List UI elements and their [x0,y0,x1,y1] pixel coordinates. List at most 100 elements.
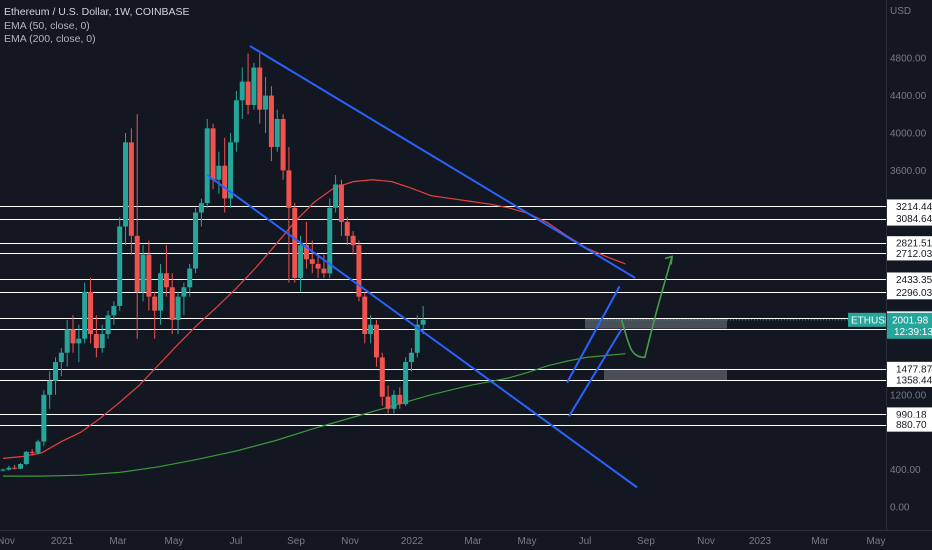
candle-body [356,245,362,297]
candle-body [204,128,210,204]
candle-body [408,352,414,363]
time-tick-14: Mar [811,536,829,547]
candle-body [344,221,350,236]
price-axis-unit: USD [890,6,911,17]
level-label-box [887,272,932,287]
candle-50 [292,203,298,283]
projection-arrow [620,256,673,359]
price-tick-1: 4400.00 [890,91,927,102]
level-label-text: 2712.03 [896,249,932,260]
candle-body [146,254,152,297]
candle-2 [12,464,18,470]
rising-channel-lower [568,328,623,417]
candle-body [268,95,274,148]
price-tick-4: 1200.00 [890,390,927,401]
candle-12 [70,315,76,353]
candle-7 [41,390,47,447]
candle-69 [403,357,409,407]
candle-52 [303,221,309,269]
candle-19 [111,301,117,325]
price-tick-0: 4800.00 [890,54,927,65]
ema200-indicator-label[interactable]: EMA (200, close, 0) [4,33,96,45]
candle-body [29,451,35,453]
candle-21 [123,133,129,246]
candle-66 [385,385,391,414]
candle-55 [321,254,327,278]
time-tick-1: 2021 [51,536,74,547]
level-label-1: 3084.64 [887,211,932,226]
candle-body [274,118,280,148]
candle-body [333,184,339,208]
candle-body [82,291,88,339]
resistance-channel-upper [249,45,636,279]
candle-body [385,396,391,409]
candle-body [315,263,321,269]
candle-22 [128,128,134,255]
time-tick-9: May [518,536,537,547]
price-tick-2: 4000.00 [890,129,927,140]
level-label-box [887,285,932,300]
candle-body [18,463,24,469]
candle-4 [23,450,29,465]
chart-legend: Ethereum / U.S. Dollar, 1W, COINBASE EMA… [4,6,190,47]
candle-body [414,324,420,353]
candle-48 [280,114,286,180]
candle-3 [18,463,24,470]
level-label-11: 880.70 [887,417,932,432]
time-tick-12: Nov [697,536,715,547]
candle-body [403,362,409,405]
candle-body [6,467,12,470]
level-label-8: 1477.87 [887,361,932,376]
candle-body [163,273,169,288]
chart-title: Ethereum / U.S. Dollar, 1W, COINBASE [4,6,190,18]
candle-body [58,352,64,363]
time-tick-4: Jul [230,536,243,547]
candle-49 [286,147,292,283]
candle-65 [379,352,385,407]
time-tick-5: Sep [287,536,305,547]
candle-body [47,380,53,395]
price-tick-3: 3600.00 [890,166,927,177]
level-label-9: 1358.44 [887,372,932,387]
candle-60 [350,231,356,255]
level-label-text: 1358.44 [896,375,932,386]
level-label-box [887,361,932,376]
axes-layer: USD 4800.00 4400.00 4000.00 3600.00 1200.00 40… [0,6,927,547]
candle-body [105,315,111,335]
candle-17 [99,324,105,353]
candles-layer [0,53,426,472]
candle-body [298,245,304,278]
candle-57 [333,175,339,213]
candle-8 [47,371,53,409]
candle-10 [58,348,64,377]
candle-35 [204,118,210,208]
time-tick-10: Jul [579,536,592,547]
time-axis-divider [0,530,932,531]
candle-58 [338,179,344,236]
candle-1 [6,465,12,471]
candle-6 [35,439,41,455]
candle-body [198,203,204,213]
ema50-indicator-label[interactable]: EMA (50, close, 0) [4,19,90,32]
candle-23 [134,114,140,339]
candle-body [93,334,99,349]
rising-channel-upper [566,285,621,384]
candle-11 [64,320,70,367]
candle-body [53,362,59,381]
level-label-4: 2433.35 [887,272,932,287]
candle-body [193,212,199,269]
candle-13 [76,324,82,363]
candle-53 [309,240,315,274]
candle-43 [251,62,257,110]
price-tick-6: 0.00 [890,503,910,514]
zones-layer [585,318,727,380]
candle-34 [198,198,204,227]
candle-39 [228,133,234,208]
candle-25 [146,240,152,311]
candle-body [286,170,292,208]
candle-body [222,165,228,199]
candle-61 [356,240,362,302]
candle-body [303,245,309,260]
